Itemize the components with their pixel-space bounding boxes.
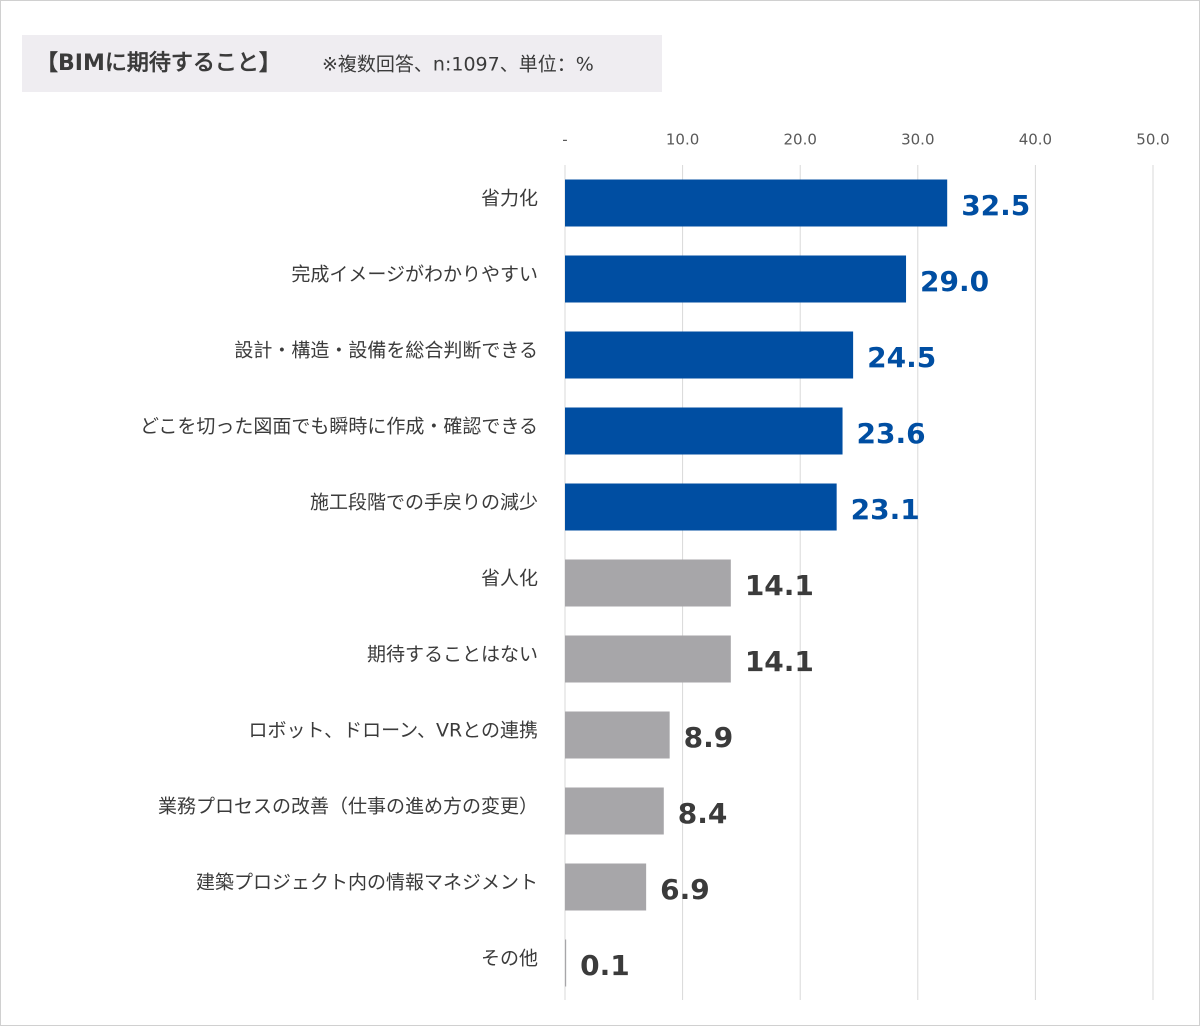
value-label: 29.0	[920, 265, 989, 298]
x-tick-label: 20.0	[783, 131, 816, 149]
y-tick-label: 完成イメージがわかりやすい	[291, 264, 538, 286]
x-tick-label: -	[562, 131, 567, 149]
value-label: 0.1	[580, 949, 630, 982]
value-label: 24.5	[867, 341, 936, 374]
bar	[565, 559, 731, 607]
y-tick-label: どこを切った図面でも瞬時に作成・確認できる	[140, 416, 538, 438]
x-tick-label: 50.0	[1136, 131, 1169, 149]
chart-title: 【BIMに期待すること】	[36, 50, 281, 76]
y-tick-label: その他	[481, 948, 538, 970]
value-label: 6.9	[660, 873, 710, 906]
bar	[565, 939, 567, 987]
bar	[565, 635, 731, 683]
bar	[565, 179, 948, 227]
value-label: 8.4	[678, 797, 728, 830]
bar	[565, 863, 647, 911]
y-tick-label: 省力化	[481, 188, 538, 210]
bar	[565, 255, 907, 303]
title-box	[22, 35, 662, 92]
x-tick-label: 10.0	[666, 131, 699, 149]
value-label: 14.1	[745, 569, 814, 602]
y-tick-label: 設計・構造・設備を総合判断できる	[234, 340, 538, 362]
bar	[565, 407, 843, 455]
y-tick-label: 業務プロセスの改善（仕事の進め方の変更）	[158, 796, 538, 818]
bar	[565, 711, 670, 759]
y-tick-label: 省人化	[481, 568, 538, 590]
value-label: 14.1	[745, 645, 814, 678]
chart-subtitle: ※複数回答、n:1097、単位：%	[322, 54, 594, 76]
y-tick-label: ロボット、ドローン、VRとの連携	[248, 720, 538, 742]
x-tick-label: 30.0	[901, 131, 934, 149]
value-label: 8.9	[684, 721, 734, 754]
value-label: 23.6	[857, 417, 926, 450]
value-label: 23.1	[851, 493, 920, 526]
y-tick-label: 施工段階での手戻りの減少	[310, 492, 538, 514]
bar	[565, 483, 837, 531]
x-tick-label: 40.0	[1019, 131, 1052, 149]
value-label: 32.5	[961, 189, 1030, 222]
bar	[565, 787, 664, 835]
y-tick-label: 建築プロジェクト内の情報マネジメント	[196, 872, 538, 894]
y-tick-label: 期待することはない	[367, 644, 538, 666]
bar	[565, 331, 854, 379]
